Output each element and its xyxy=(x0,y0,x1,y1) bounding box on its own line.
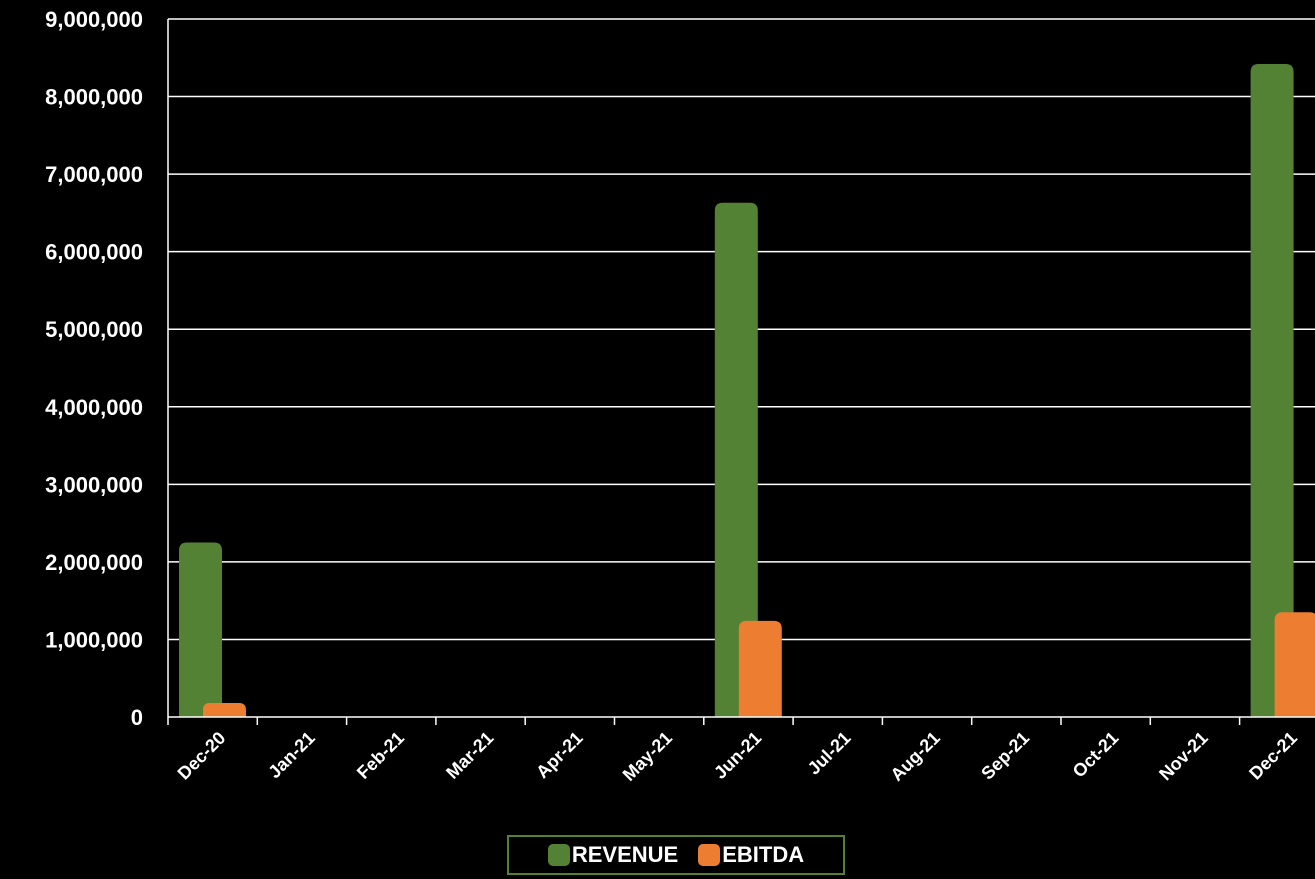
x-tick-label: Aug-21 xyxy=(887,728,944,785)
x-tick-label: Oct-21 xyxy=(1069,728,1123,782)
bar-revenue-dec-21 xyxy=(1250,63,1294,717)
x-tick-label: Apr-21 xyxy=(532,728,586,782)
bar-revenue-jun-21 xyxy=(714,202,758,718)
y-tick-label: 6,000,000 xyxy=(45,240,143,265)
y-tick-label: 5,000,000 xyxy=(45,317,143,342)
y-tick-label: 1,000,000 xyxy=(45,627,143,652)
y-axis-ticks: 0 1,000,000 2,000,000 3,000,000 4,000,000 5,0… xyxy=(45,7,143,730)
y-tick-label: 7,000,000 xyxy=(45,162,143,187)
x-tick-label: Feb-21 xyxy=(353,728,408,783)
x-tick-label: Jan-21 xyxy=(264,728,318,782)
y-tick-label: 3,000,000 xyxy=(45,472,143,497)
x-axis-ticks: Dec-20 Jan-21 Feb-21 Mar-21 Apr-21 May-21 Jun-… xyxy=(174,728,1301,785)
bar-ebitda-dec-21 xyxy=(1274,612,1315,717)
bar-chart: 0 1,000,000 2,000,000 3,000,000 4,000,000 5,0… xyxy=(45,7,1315,785)
bar-revenue-dec-20 xyxy=(179,542,222,717)
y-tick-label: 4,000,000 xyxy=(45,395,143,420)
legend-label-revenue: REVENUE xyxy=(571,842,679,867)
bar-ebitda-dec-20 xyxy=(203,703,246,717)
x-tick-label: Jun-21 xyxy=(710,728,765,783)
bar-ebitda-jun-21 xyxy=(738,620,782,717)
x-tick-label: May-21 xyxy=(619,728,676,785)
y-tick-label: 9,000,000 xyxy=(45,7,143,32)
legend-swatch-ebitda xyxy=(698,844,721,866)
x-tick-label: Nov-21 xyxy=(1155,728,1212,785)
x-tick-label: Sep-21 xyxy=(977,728,1033,784)
legend-item-revenue: REVENUE xyxy=(547,842,679,868)
y-tick-label: 0 xyxy=(131,705,143,730)
x-axis xyxy=(167,19,1315,725)
y-tick-label: 8,000,000 xyxy=(45,85,143,110)
y-tick-label: 2,000,000 xyxy=(45,550,143,575)
bars xyxy=(179,63,1315,718)
legend-swatch-revenue xyxy=(547,844,570,866)
x-tick-label: Dec-20 xyxy=(174,728,230,784)
x-tick-label: Jul-21 xyxy=(804,728,855,779)
legend-item-ebitda: EBITDA xyxy=(698,842,804,868)
legend: REVENUE EBITDA xyxy=(507,835,845,875)
x-tick-label: Dec-21 xyxy=(1245,728,1301,784)
x-tick-label: Mar-21 xyxy=(442,728,497,783)
legend-label-ebitda: EBITDA xyxy=(722,842,805,867)
